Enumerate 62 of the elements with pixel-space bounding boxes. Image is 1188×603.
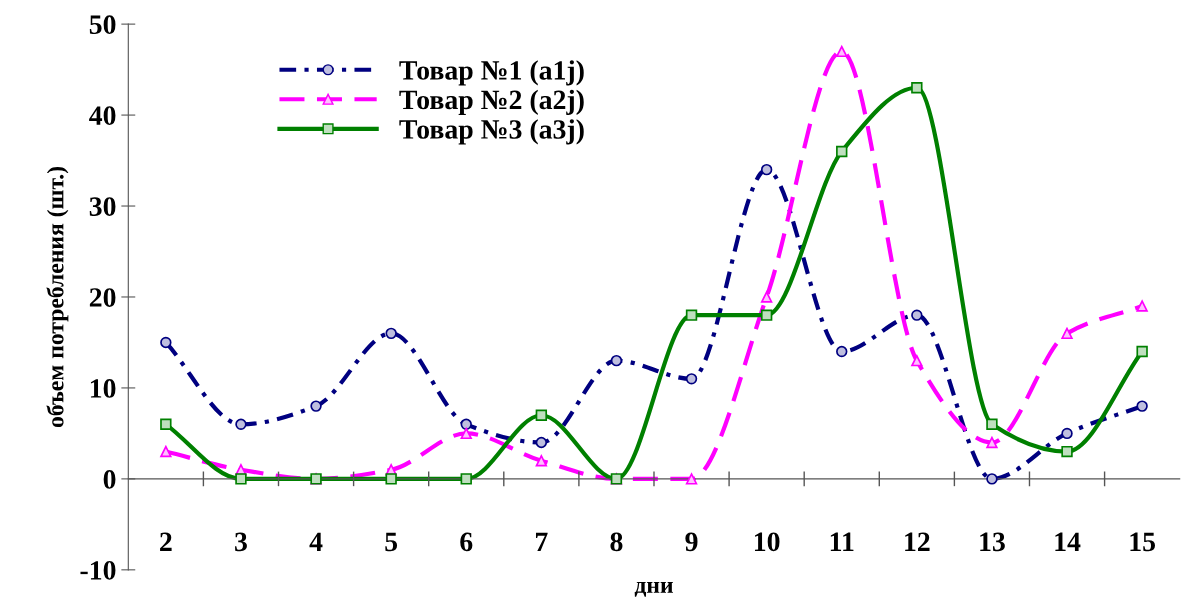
- point: [986, 418, 998, 431]
- x-tick-label: 15: [1130, 532, 1156, 552]
- y-tick-label: -10: [80, 561, 116, 580]
- x-tick-label: 2: [160, 532, 172, 551]
- point: [385, 327, 397, 340]
- point: [1136, 345, 1148, 358]
- point: [911, 354, 923, 367]
- y-tick-label: 30: [89, 197, 116, 216]
- point: [460, 418, 472, 431]
- point: [460, 427, 472, 440]
- point: [760, 309, 773, 321]
- legend-label: Товар №3 (a3j): [399, 119, 584, 145]
- point: [836, 145, 848, 158]
- point: [535, 454, 548, 467]
- x-tick-label: 4: [309, 532, 323, 551]
- x-tick-label: 8: [610, 532, 623, 552]
- x-tick-label: 12: [905, 532, 930, 551]
- legend-label: Товар №1 (a1j): [399, 60, 584, 86]
- point: [760, 291, 773, 303]
- x-tick-label: 11: [830, 532, 854, 551]
- point: [836, 345, 848, 358]
- point: [160, 418, 172, 431]
- point: [685, 373, 698, 385]
- point: [986, 436, 998, 449]
- x-tick-label: 10: [754, 532, 780, 552]
- point: [911, 82, 923, 94]
- point: [1136, 400, 1148, 412]
- point: [685, 309, 698, 321]
- point: [610, 354, 623, 367]
- point: [535, 409, 548, 421]
- point: [460, 473, 472, 485]
- y-tick-label: 10: [90, 379, 116, 398]
- point: [235, 473, 247, 485]
- y-axis-title: объем потребления (шт.): [46, 166, 69, 428]
- point: [1136, 300, 1148, 312]
- point: [385, 473, 397, 485]
- x-tick-label: 5: [385, 532, 398, 552]
- x-tick-label: 13: [980, 532, 1005, 552]
- y-tick-label: 20: [89, 288, 116, 307]
- point: [535, 436, 548, 449]
- point: [160, 445, 172, 458]
- x-tick-label: 3: [235, 532, 247, 552]
- point: [911, 309, 923, 321]
- legend-label: Товар №2 (a2j): [399, 89, 584, 115]
- x-axis-title: дни: [634, 581, 673, 597]
- point: [310, 400, 322, 412]
- point: [685, 473, 698, 485]
- point: [986, 473, 998, 485]
- x-tick-label: 6: [460, 532, 473, 552]
- point: [160, 336, 172, 349]
- x-tick-label: 9: [685, 532, 698, 552]
- y-tick-label: 50: [89, 15, 116, 35]
- point: [1061, 427, 1073, 440]
- x-tick-label: 14: [1055, 532, 1081, 551]
- point: [235, 418, 247, 431]
- y-tick-label: 40: [89, 106, 116, 125]
- x-tick-label: 7: [535, 532, 548, 551]
- point: [1061, 327, 1073, 340]
- point: [1061, 445, 1073, 458]
- y-tick-label: 0: [103, 470, 116, 489]
- point: [836, 45, 848, 58]
- point: [760, 163, 773, 176]
